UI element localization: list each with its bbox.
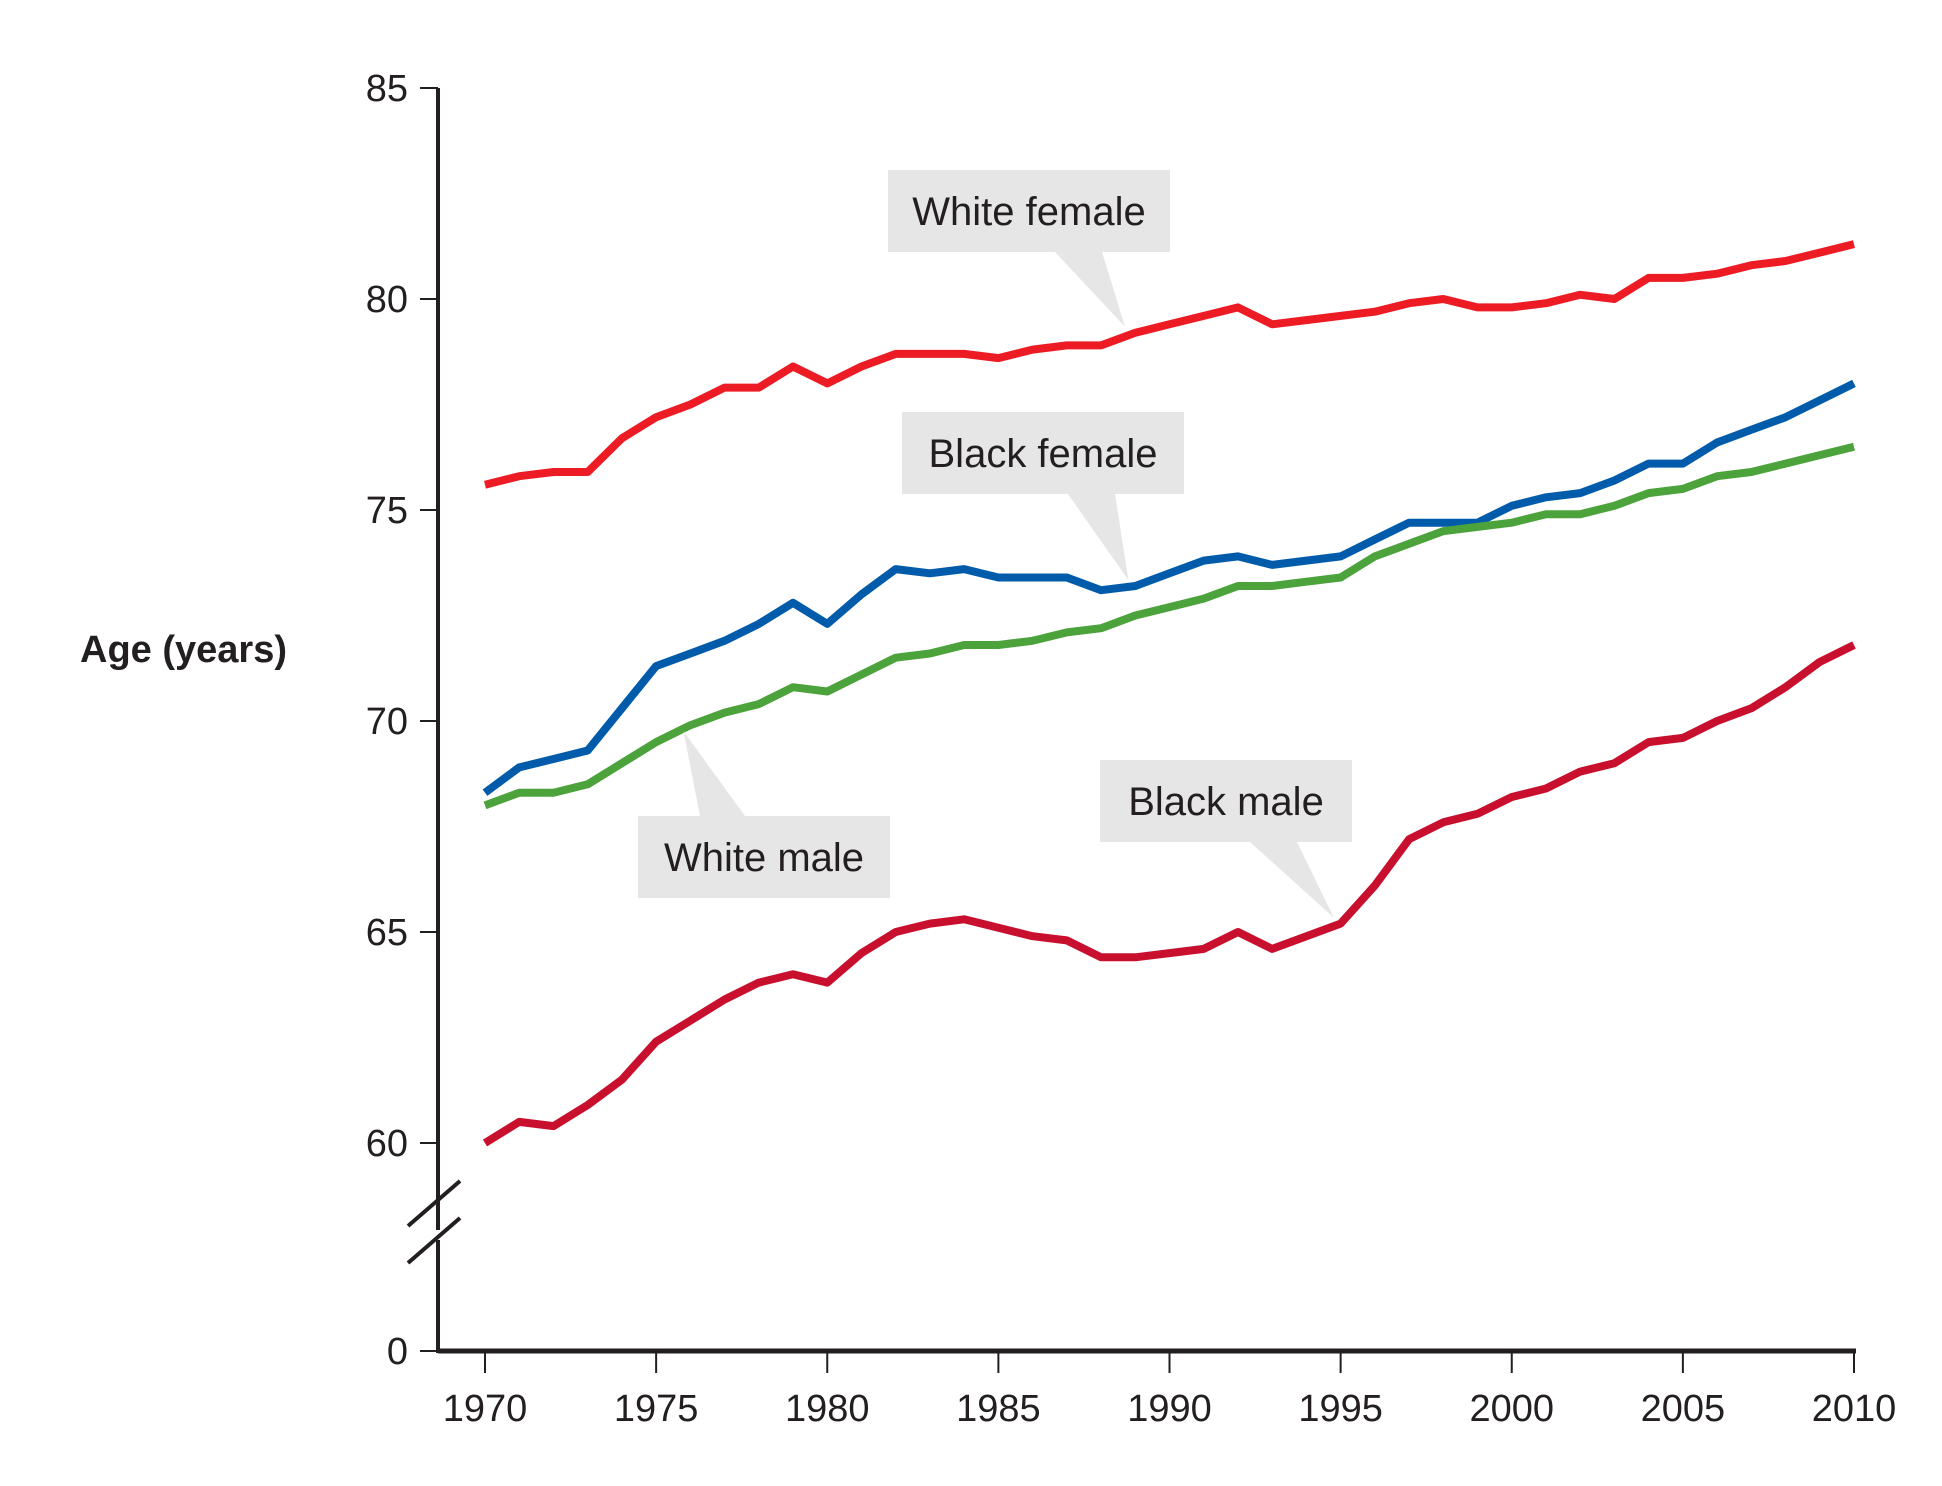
x-tick-label: 1980 xyxy=(785,1388,870,1430)
callout-box xyxy=(888,170,1170,252)
callout-label: Black male xyxy=(1128,780,1324,824)
x-tick-label: 1985 xyxy=(956,1388,1041,1430)
callout-box xyxy=(1100,760,1352,842)
x-tick-label: 1995 xyxy=(1298,1388,1383,1430)
callout-label: White male xyxy=(664,836,864,880)
series-line-black-male xyxy=(482,641,1856,1147)
series-line-white-female xyxy=(484,240,1855,489)
x-tick-label: 2000 xyxy=(1469,1388,1554,1430)
callout-black-female: Black female xyxy=(902,412,1184,580)
callout-box xyxy=(638,816,890,898)
callout-box xyxy=(902,412,1184,494)
axes: 0 60 65 70 75 80 85 1970 1975 1980 1985 1990 1995 200… xyxy=(366,68,1897,1430)
callout-label: White female xyxy=(912,190,1145,234)
y-axis-label: Age (years) xyxy=(80,629,287,671)
y-tick-label: 70 xyxy=(366,701,408,743)
y-tick-label: 0 xyxy=(387,1331,408,1373)
callout-white-female: White female xyxy=(888,170,1170,327)
callout-black-male: Black male xyxy=(1100,760,1352,918)
y-tick-label: 85 xyxy=(366,68,408,110)
callout-pointer xyxy=(1250,842,1334,918)
y-tick-label: 65 xyxy=(366,912,408,954)
series-line-white-male xyxy=(483,442,1855,810)
axis-break-mark xyxy=(406,1216,462,1265)
callouts: White female Black female White male Black … xyxy=(638,170,1352,918)
series-lines xyxy=(482,240,1856,1147)
y-tick-label: 60 xyxy=(366,1123,408,1165)
x-tick-label: 1975 xyxy=(614,1388,699,1430)
series-line-black-female xyxy=(482,379,1856,796)
axis-break-mark xyxy=(406,1179,462,1228)
x-tick-label: 2010 xyxy=(1812,1388,1897,1430)
x-tick-label: 1990 xyxy=(1127,1388,1212,1430)
callout-label: Black female xyxy=(929,432,1158,476)
callout-pointer xyxy=(1055,252,1125,327)
callout-pointer xyxy=(1068,494,1129,580)
y-tick-label: 80 xyxy=(366,279,408,321)
callout-white-male: White male xyxy=(638,731,890,898)
y-tick-label: 75 xyxy=(366,490,408,532)
x-tick-label: 2005 xyxy=(1641,1388,1726,1430)
x-tick-label: 1970 xyxy=(443,1388,528,1430)
callout-pointer xyxy=(683,731,745,816)
